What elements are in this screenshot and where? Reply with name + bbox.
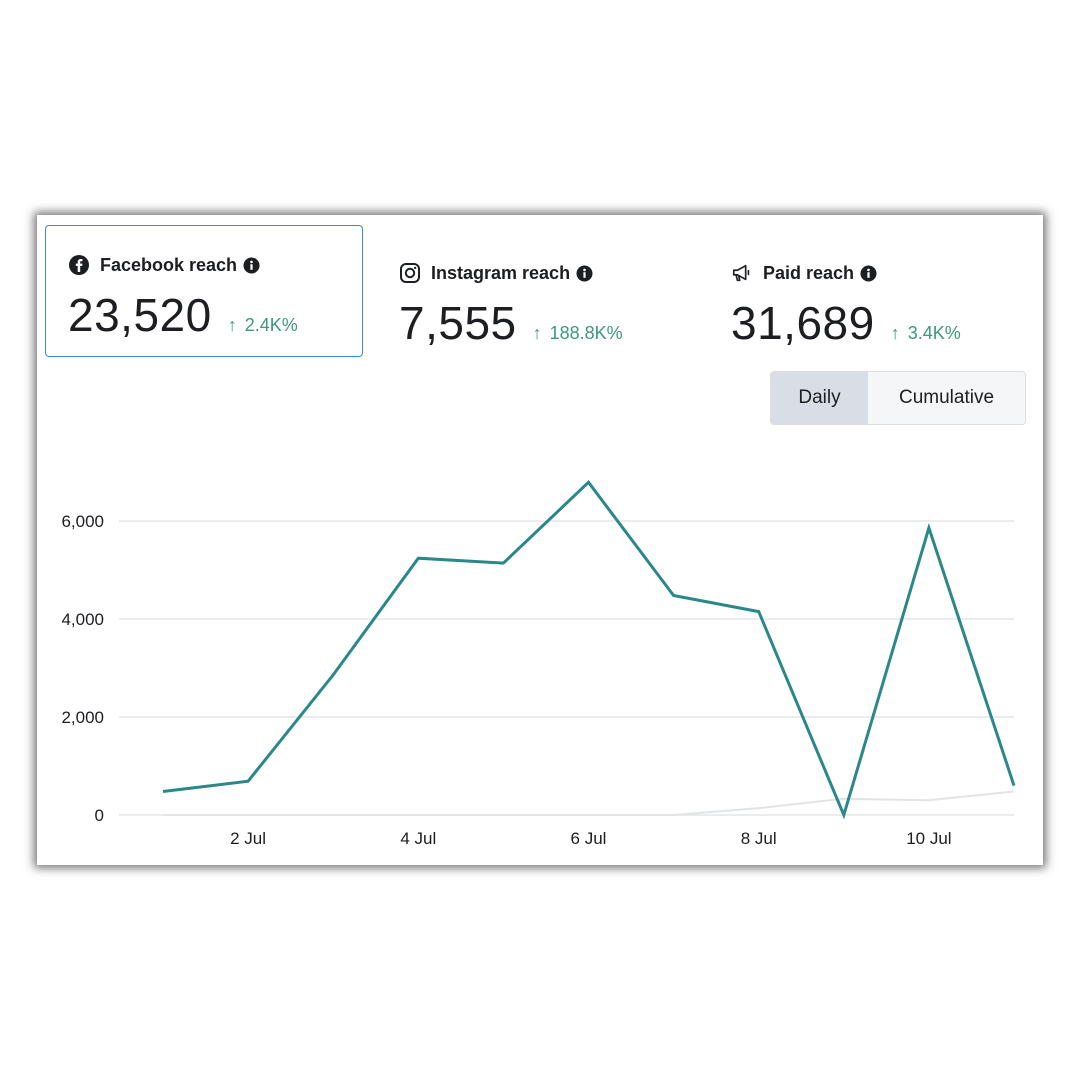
- y-tick-label: 4,000: [61, 610, 104, 629]
- paid-reach-value: 31,689: [731, 297, 875, 349]
- instagram-reach-label: Instagram reach: [431, 262, 571, 283]
- facebook-reach-value: 23,520: [68, 289, 212, 341]
- cumulative-button[interactable]: Cumulative: [868, 372, 1025, 424]
- series-line-secondary: [163, 790, 1015, 816]
- change-value: 2.4K%: [244, 315, 298, 335]
- paid-reach-change: ↑ 3.4K%: [891, 323, 961, 344]
- info-icon[interactable]: [576, 265, 593, 282]
- paid-reach-label: Paid reach: [763, 262, 855, 283]
- instagram-reach-tab[interactable]: Instagram reach 7,555 ↑ 188.8K%: [377, 225, 695, 357]
- reach-insights-card: Facebook reach 23,520 ↑ 2.4K% Instagram …: [37, 215, 1043, 865]
- change-value: 3.4K%: [907, 323, 961, 343]
- facebook-reach-change: ↑ 2.4K%: [228, 315, 298, 336]
- x-tick-label: 6 Jul: [571, 829, 607, 848]
- y-tick-label: 6,000: [61, 512, 104, 531]
- reach-line-chart: 0 2,000 4,000 6,000 2 Jul 4 Jul 6 Jul 8 Jul 10 J…: [61, 480, 1016, 848]
- arrow-up-icon: ↑: [532, 323, 542, 343]
- daily-cumulative-toggle: Daily Cumulative: [770, 371, 1026, 425]
- facebook-reach-label: Facebook reach: [100, 254, 238, 275]
- x-tick-label: 10 Jul: [906, 829, 951, 848]
- y-tick-label: 0: [95, 806, 104, 825]
- instagram-reach-value: 7,555: [399, 297, 517, 349]
- arrow-up-icon: ↑: [227, 315, 237, 335]
- instagram-icon: [399, 262, 421, 284]
- change-value: 188.8K%: [549, 323, 623, 343]
- info-icon[interactable]: [860, 265, 877, 282]
- daily-button[interactable]: Daily: [771, 372, 868, 424]
- info-icon[interactable]: [243, 257, 260, 274]
- megaphone-icon: [731, 262, 753, 284]
- facebook-icon: [68, 254, 90, 276]
- instagram-reach-change: ↑ 188.8K%: [533, 323, 623, 344]
- arrow-up-icon: ↑: [890, 323, 900, 343]
- x-tick-label: 8 Jul: [741, 829, 777, 848]
- y-tick-label: 2,000: [61, 708, 104, 727]
- x-tick-label: 2 Jul: [230, 829, 266, 848]
- x-tick-label: 4 Jul: [400, 829, 436, 848]
- series-line-main: [162, 480, 1016, 820]
- facebook-reach-tab[interactable]: Facebook reach 23,520 ↑ 2.4K%: [45, 225, 363, 357]
- paid-reach-tab[interactable]: Paid reach 31,689 ↑ 3.4K%: [709, 225, 1027, 357]
